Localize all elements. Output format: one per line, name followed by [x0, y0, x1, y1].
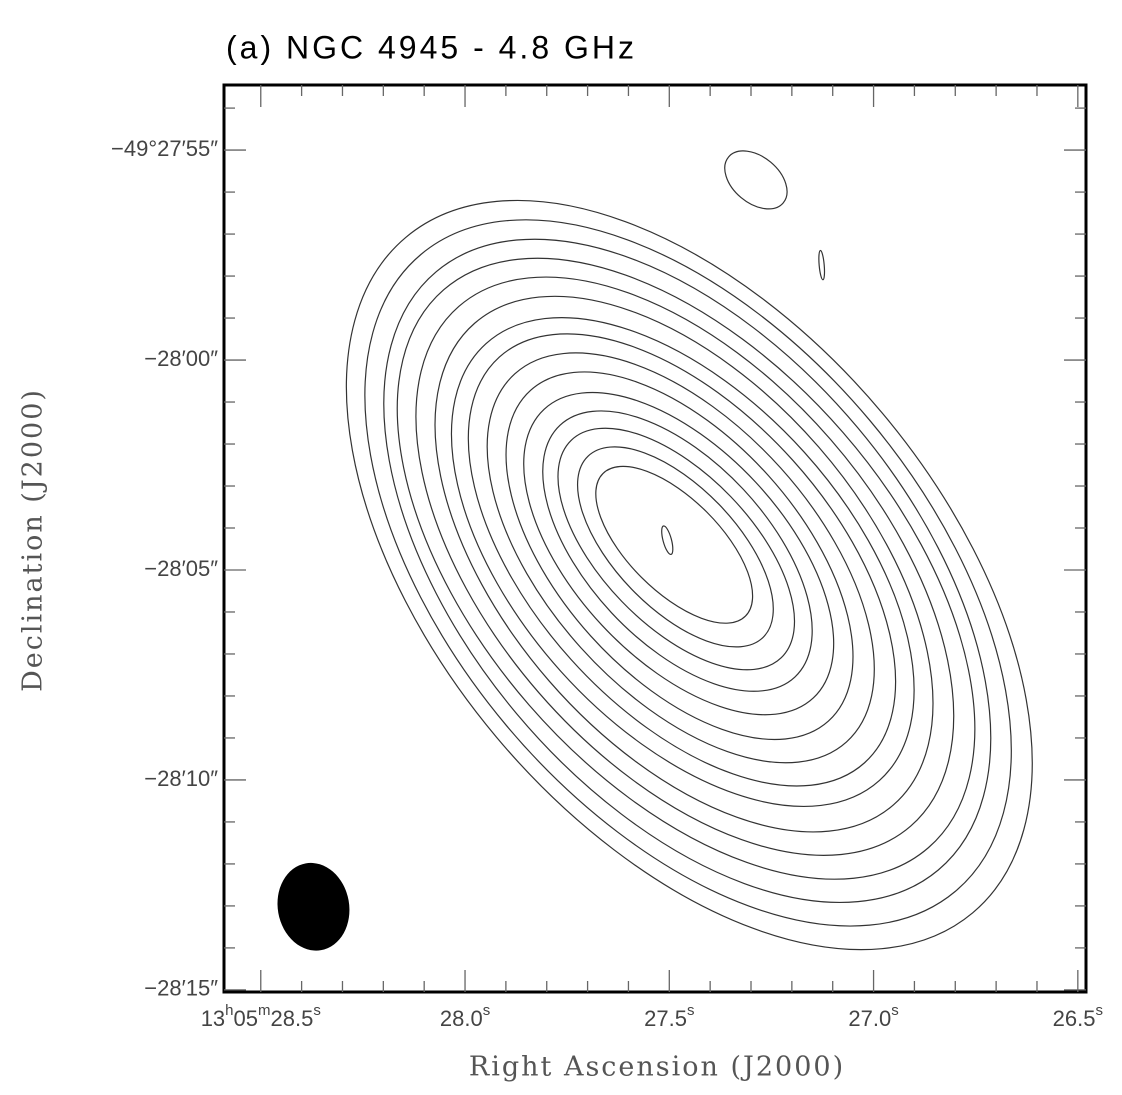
x-tick-label: 13h05m28.5s	[201, 1002, 321, 1030]
contour	[724, 150, 788, 210]
contour	[364, 219, 1012, 927]
contour	[523, 391, 835, 716]
y-tick-label: −28′00″	[144, 346, 218, 371]
chart-title: (a) NGC 4945 - 4.8 GHz	[226, 29, 637, 65]
contour	[396, 257, 976, 880]
y-tick-label: −49°27′55″	[111, 136, 218, 161]
contour	[486, 352, 875, 764]
contour	[818, 249, 826, 281]
x-tick-label: 27.0s	[848, 1002, 898, 1030]
contour	[542, 410, 813, 692]
contour	[661, 525, 674, 556]
x-tick-label: 27.5s	[644, 1002, 694, 1030]
y-tick-label: −28′10″	[144, 766, 218, 791]
contour	[505, 371, 854, 741]
y-tick-label: −28′05″	[144, 556, 218, 581]
plot-frame	[222, 83, 1088, 994]
contour	[415, 276, 955, 856]
contour	[345, 199, 1033, 951]
x-tick-label: 28.0s	[440, 1002, 490, 1030]
y-axis-label: Declination (J2000)	[18, 388, 49, 692]
contour	[576, 446, 774, 648]
contour	[383, 238, 992, 904]
contour	[434, 295, 934, 833]
x-tick-label: 26.5s	[1053, 1002, 1103, 1030]
beam	[277, 862, 350, 951]
y-tick-label: −28′15″	[144, 976, 218, 1001]
contour	[595, 465, 754, 624]
x-axis-label: Right Ascension (J2000)	[469, 1052, 845, 1083]
contour	[557, 427, 796, 671]
contour	[450, 317, 915, 807]
contour	[467, 333, 897, 787]
